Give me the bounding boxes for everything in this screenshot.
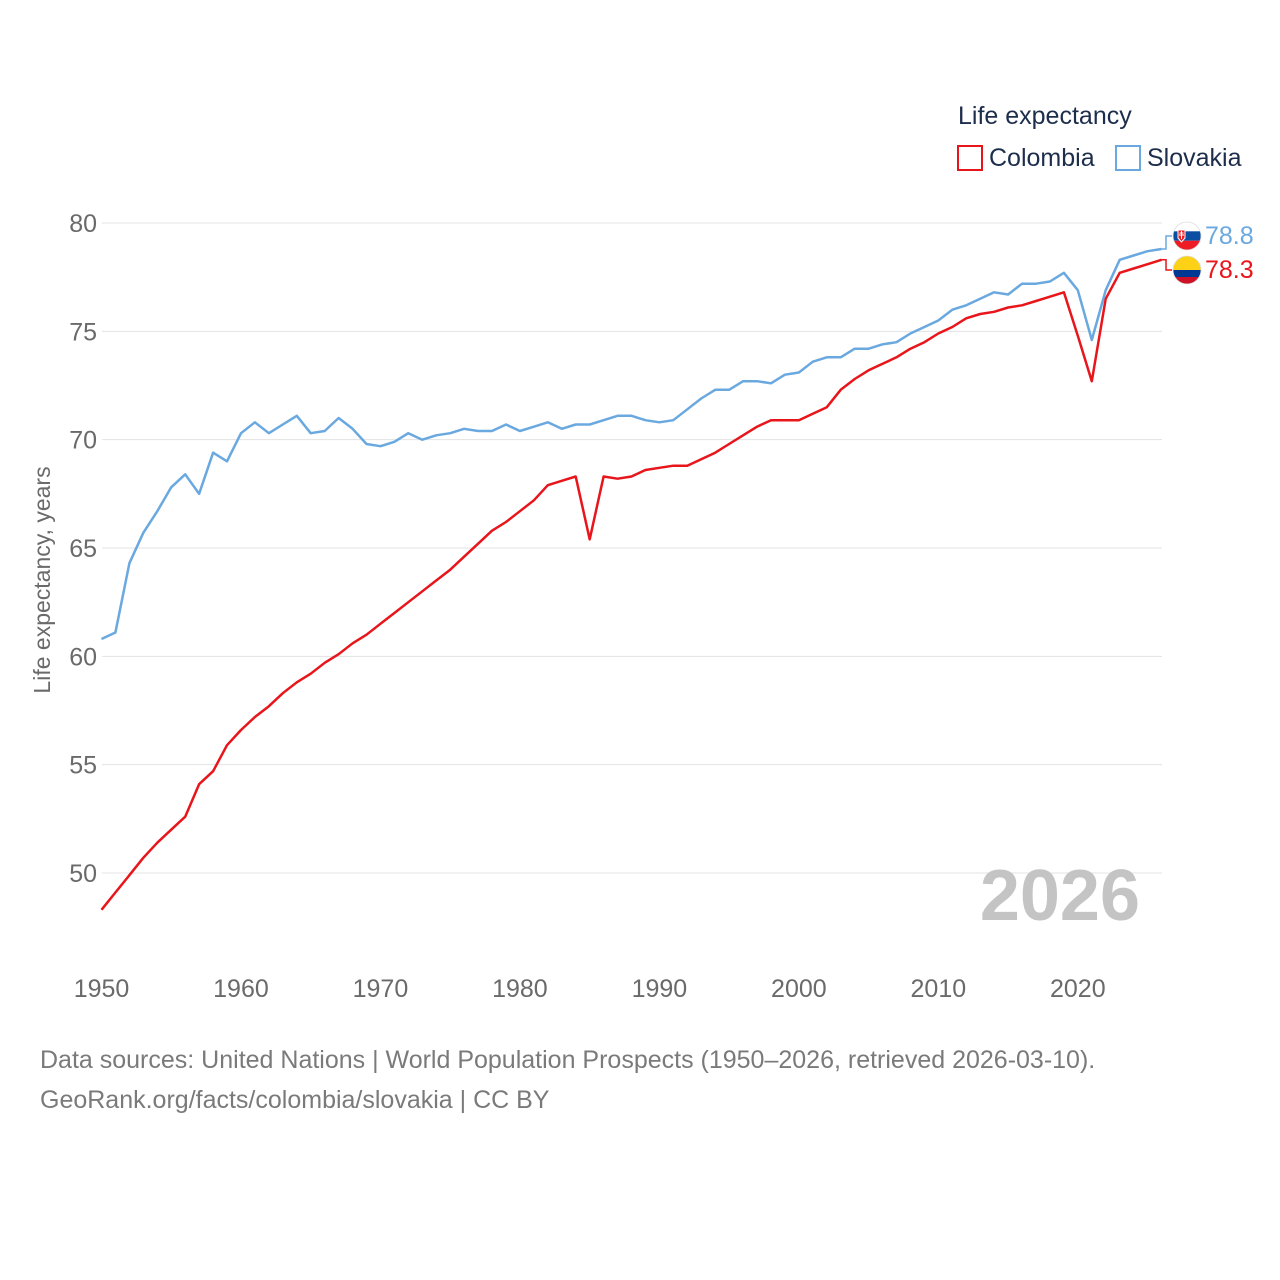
x-tick-label: 1980	[492, 975, 548, 1003]
y-tick-label: 60	[69, 643, 97, 671]
x-tick-label: 2020	[1050, 975, 1106, 1003]
end-label-colombia: 78.3	[1205, 256, 1254, 284]
end-label-slovakia: 78.8	[1205, 222, 1254, 250]
legend-label-slovakia: Slovakia	[1147, 144, 1242, 172]
y-tick-label: 75	[69, 318, 97, 346]
end-connector-colombia	[1161, 259, 1172, 271]
line-slovakia	[100, 247, 1162, 641]
x-tick-label: 2010	[911, 975, 967, 1003]
gridlines	[102, 222, 1162, 874]
legend-swatch-colombia	[957, 145, 983, 171]
footer: Data sources: United Nations | World Pop…	[40, 1040, 1240, 1120]
data-sources-text: Data sources: United Nations | World Pop…	[40, 1046, 1096, 1074]
end-connector-slovakia	[1161, 235, 1172, 250]
x-tick-label: 1950	[74, 975, 130, 1003]
legend: Life expectancy Colombia Slovakia	[957, 102, 1242, 172]
y-tick-label: 50	[69, 860, 97, 888]
x-tick-label: 1960	[213, 975, 269, 1003]
line-colombia	[100, 258, 1162, 911]
x-tick-label: 1970	[353, 975, 409, 1003]
x-tick-label: 2000	[771, 975, 827, 1003]
legend-item-colombia[interactable]: Colombia	[957, 144, 1095, 172]
y-axis-ticks: 50 55 60 65 70 75 80	[69, 210, 97, 888]
legend-label-colombia: Colombia	[989, 144, 1095, 172]
legend-title: Life expectancy	[958, 102, 1132, 130]
colombia-flag-icon	[1172, 255, 1202, 285]
y-tick-label: 70	[69, 427, 97, 455]
y-axis-label: Life expectancy, years	[29, 466, 55, 693]
y-tick-label: 65	[69, 535, 97, 563]
slovakia-flag-icon	[1172, 221, 1202, 251]
x-tick-label: 1990	[632, 975, 688, 1003]
year-watermark: 2026	[980, 856, 1140, 936]
life-expectancy-chart: Life expectancy Colombia Slovakia 50 55 60…	[29, 102, 1254, 1003]
source-url-text[interactable]: GeoRank.org/facts/colombia/slovakia | CC…	[40, 1086, 550, 1114]
x-axis-ticks: 1950 1960 1970 1980 1990 2000 2010 2020	[74, 975, 1106, 1003]
y-tick-label: 80	[69, 210, 97, 238]
legend-swatch-slovakia	[1115, 145, 1141, 171]
legend-item-slovakia[interactable]: Slovakia	[1115, 144, 1242, 172]
y-tick-label: 55	[69, 752, 97, 780]
